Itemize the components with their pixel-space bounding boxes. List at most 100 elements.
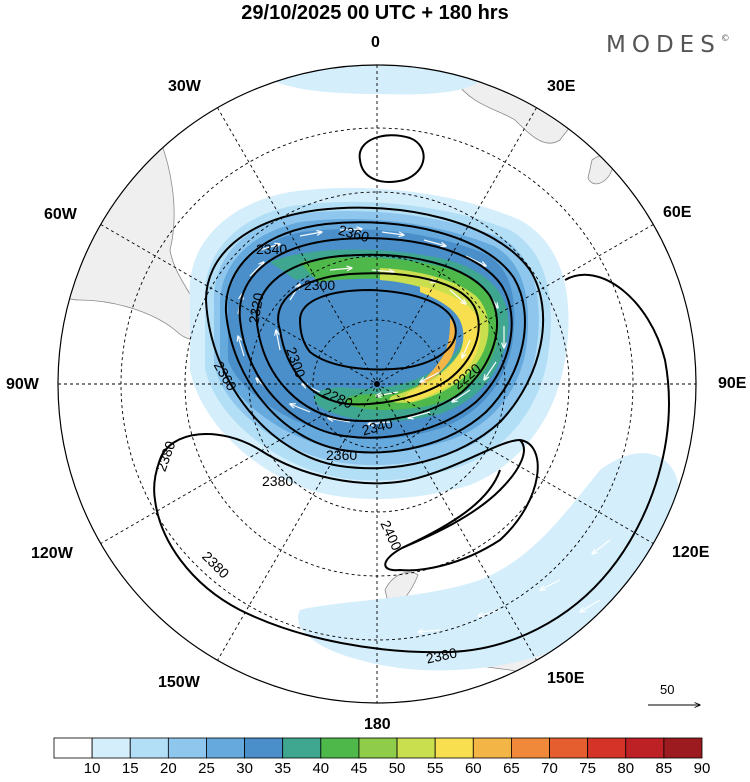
lon-label-30e: 30E [547,78,576,95]
colorbar-box [91,737,131,759]
colorbar-tick-label: 35 [274,760,292,777]
colorbar-box [625,737,665,759]
colorbar-box [206,737,245,759]
contour-2280 [277,272,480,406]
wind-vector [381,232,404,235]
map-boundary [57,64,697,704]
lon-label-180: 180 [364,716,391,733]
contour-2400 [401,439,525,549]
lon-label-90e: 90E [718,375,747,392]
wind-vector [449,289,466,304]
colorbar [53,737,703,759]
colorbar-tick-label: 30 [236,760,253,777]
colorbar-box [663,737,703,759]
modes-logo: MODES© [606,32,730,58]
south-pole-dot [374,381,380,387]
wind-vector [289,284,300,301]
lat-circle [120,127,634,641]
lon-label-90w: 90W [6,376,39,393]
contour-2360 [204,206,545,470]
lon-label-120e: 120E [672,544,710,561]
colorbar-tick-label: 40 [312,760,330,777]
contour-2320 [238,237,513,439]
contour-2220 [298,288,457,371]
map-disc [58,65,696,703]
colorbar-box [472,737,512,759]
colorbar-tick-label: 50 [388,760,406,777]
wind-vector [592,539,611,554]
lon-label-30w: 30W [168,78,201,95]
wind-vector [478,609,501,616]
contour-2380 [159,433,539,572]
colorbar-tick-label: 25 [198,760,215,777]
colorbar-box [53,737,93,759]
shade-10-south [298,453,680,671]
wind-vector [299,232,322,237]
contour-label: 2340 [256,241,287,257]
colorbar-tick-label: 75 [579,760,596,777]
lon-label-150e: 150E [547,670,585,687]
colorbar-box [129,737,169,759]
wind-vector [376,391,399,396]
lon-label-60e: 60E [663,204,692,221]
colorbar-box [167,737,207,759]
colorbar-box [320,737,360,759]
lon-label-150w: 150W [158,674,200,691]
contour-label: 2360 [326,447,357,463]
contour-2340 [224,221,526,454]
colorbar-tick-label: 55 [426,760,444,777]
wind-vector [368,422,391,424]
wind-vector [339,229,362,230]
colorbar-box [549,737,589,759]
wind-vector [418,630,441,632]
map-title: 29/10/2025 00 UTC + 180 hrs [241,2,509,24]
wind-vector [290,404,311,413]
wind-vector [259,244,280,251]
wind-vector [249,262,264,277]
contour-label: 2320 [245,291,266,325]
colorbar-tick-label: 80 [617,760,635,777]
wind-vector [276,330,281,351]
wind-vector [329,268,352,270]
wind-vector [465,255,486,266]
wind-vector [420,371,441,382]
lon-label-0: 0 [371,34,380,51]
colorbar-tick-label: 85 [655,760,673,777]
contour-label: 2340 [360,415,394,439]
contour-label: 2360 [337,222,371,246]
wind-vector [484,361,497,380]
brand-text: MODES [606,32,721,58]
wind-vector [540,579,561,590]
brand-mark: © [720,34,730,44]
lon-label-60w: 60W [44,206,77,223]
reference-vector-label: 50 [660,682,675,697]
colorbar-box [434,737,474,759]
contour-label: 2380 [262,473,293,489]
colorbar-box [358,737,398,759]
colorbar-box [282,737,322,759]
wind-vector [580,599,601,612]
contour-2380-outer [153,273,670,654]
colorbar-tick-label: 70 [541,760,558,777]
colorbar-box [396,737,436,759]
contour-label: 2380 [425,644,459,666]
colorbar-tick-label: 90 [693,760,711,777]
colorbar-box [244,737,284,759]
colorbar-tick-label: 20 [160,760,177,777]
contour-closed-north [358,134,425,183]
colorbar-tick-label: 10 [83,760,101,777]
wind-vector [423,239,446,246]
contour-label: 2300 [304,277,335,293]
wind-vector [238,336,245,357]
wind-vector [328,418,351,423]
wind-vector [408,411,431,418]
lon-label-120w: 120W [31,545,73,562]
colorbar-tick-label: 65 [503,760,520,777]
wind-vector [371,270,394,272]
colorbar-tick-label: 45 [350,760,368,777]
colorbar-tick-label: 15 [121,760,139,777]
colorbar-box [511,737,550,759]
colorbar-box [587,737,627,759]
shade-55 [405,286,481,402]
